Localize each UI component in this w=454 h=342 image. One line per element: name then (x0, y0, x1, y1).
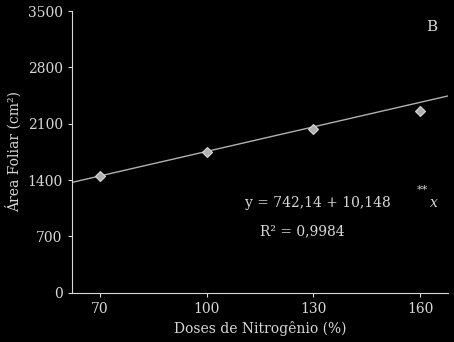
Text: B: B (426, 19, 437, 34)
X-axis label: Doses de Nitrogênio (%): Doses de Nitrogênio (%) (174, 321, 346, 337)
Text: x: x (429, 196, 438, 210)
Text: y = 742,14 + 10,148: y = 742,14 + 10,148 (245, 196, 391, 210)
Y-axis label: Área Foliar (cm²): Área Foliar (cm²) (5, 91, 22, 212)
Text: **: ** (416, 185, 428, 195)
Text: R² = 0,9984: R² = 0,9984 (260, 224, 345, 238)
